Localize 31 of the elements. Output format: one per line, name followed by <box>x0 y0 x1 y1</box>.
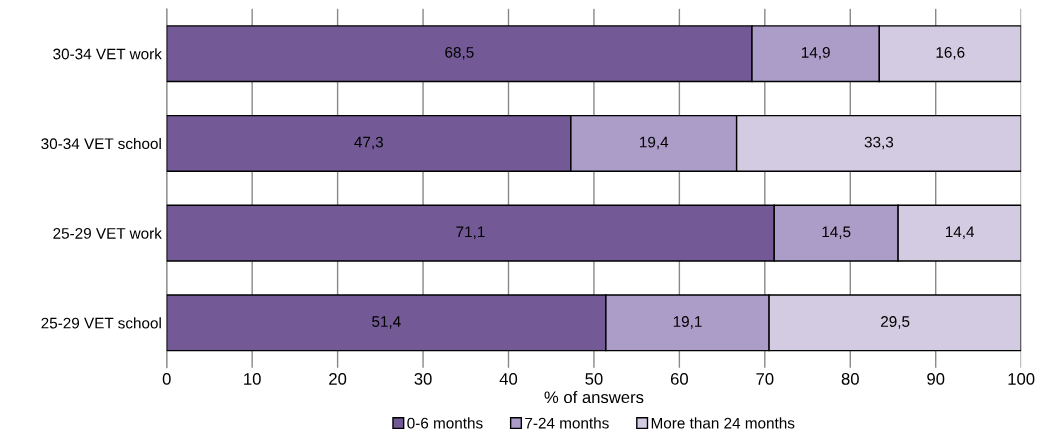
text: 16,6 <box>936 47 965 60</box>
text: 51,4 <box>372 316 401 329</box>
x-tick-label: 0 <box>162 372 171 385</box>
y-tick-label: 30-34 VET school <box>41 137 161 150</box>
text: 14,9 <box>801 47 830 60</box>
y-tick-label: 30-34 VET work <box>53 48 162 60</box>
y-tick-label: 25-29 VET work <box>53 227 162 239</box>
x-tick-label: 70 <box>756 372 774 385</box>
x-tick-label: 10 <box>244 372 261 385</box>
text: 14,5 <box>822 226 851 240</box>
x-tick-label: 20 <box>329 372 347 385</box>
text: 19,1 <box>673 316 702 329</box>
legend-label: 0-6 months <box>407 417 483 429</box>
text: 71,1 <box>456 226 485 240</box>
x-axis-title: % of answers <box>544 390 644 404</box>
text: 14,4 <box>945 226 975 240</box>
y-tick-label: 25-29 VET school <box>41 317 161 329</box>
text: 19,4 <box>640 136 669 150</box>
x-tick-label: 80 <box>841 372 859 385</box>
x-tick-label: 90 <box>927 372 945 385</box>
x-tick-label: 30 <box>414 372 432 385</box>
x-tick-label: 40 <box>499 372 518 385</box>
text: 68,5 <box>445 47 474 60</box>
legend-label: More than 24 months <box>651 417 795 429</box>
x-tick-label: 50 <box>585 372 603 385</box>
x-tick-label: 60 <box>670 372 688 385</box>
legend-label: 7-24 months <box>525 417 609 429</box>
x-tick-label: 100 <box>1008 372 1035 385</box>
text: 33,3 <box>864 136 894 150</box>
text: 47,3 <box>354 136 383 150</box>
text: 29,5 <box>881 316 910 329</box>
